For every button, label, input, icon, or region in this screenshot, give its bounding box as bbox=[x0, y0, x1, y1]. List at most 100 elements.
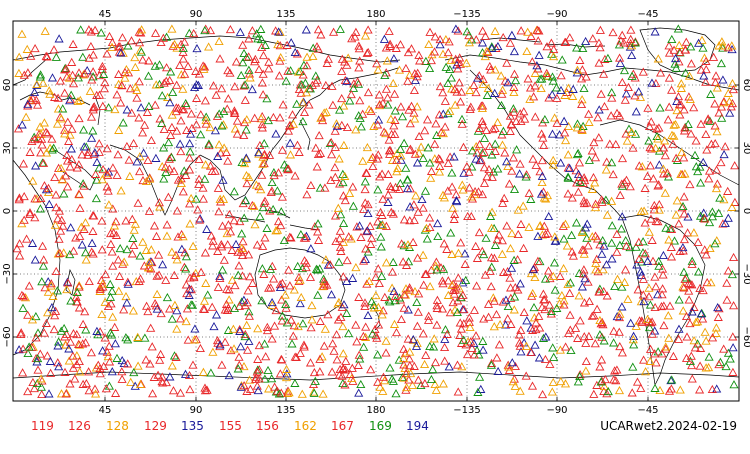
triangle-icon bbox=[107, 247, 117, 256]
triangle-icon bbox=[378, 386, 388, 395]
triangle-icon bbox=[28, 377, 38, 387]
triangle-icon bbox=[169, 166, 179, 175]
triangle-icon bbox=[581, 338, 591, 347]
triangle-icon bbox=[432, 295, 442, 304]
triangle-icon bbox=[479, 133, 490, 142]
triangle-icon bbox=[654, 199, 664, 209]
triangle-icon bbox=[515, 159, 525, 168]
triangle-icon bbox=[230, 108, 240, 118]
triangle-icon bbox=[376, 242, 386, 251]
triangle-icon bbox=[356, 232, 366, 241]
triangle-icon bbox=[257, 123, 267, 132]
triangle-icon bbox=[266, 187, 276, 197]
triangle-icon bbox=[204, 42, 214, 51]
triangle-icon bbox=[433, 218, 443, 228]
triangle-icon bbox=[325, 260, 335, 269]
triangle-icon bbox=[404, 285, 415, 294]
triangle-icon bbox=[271, 226, 281, 235]
triangle-icon bbox=[88, 211, 98, 220]
triangle-icon bbox=[612, 365, 622, 374]
triangle-icon bbox=[456, 238, 466, 247]
triangle-icon bbox=[432, 130, 442, 139]
triangle-icon bbox=[643, 256, 653, 265]
triangle-icon bbox=[728, 343, 738, 352]
triangle-icon bbox=[540, 354, 550, 364]
triangle-icon bbox=[409, 361, 419, 370]
triangle-icon bbox=[627, 71, 637, 80]
triangle-icon bbox=[377, 271, 387, 280]
triangle-icon bbox=[596, 89, 606, 98]
triangle-icon bbox=[545, 300, 555, 309]
triangle-icon bbox=[292, 140, 303, 149]
triangle-icon bbox=[299, 60, 309, 69]
triangle-icon bbox=[479, 249, 489, 259]
triangle-icon bbox=[399, 344, 409, 353]
triangle-icon bbox=[342, 76, 352, 85]
triangle-icon bbox=[50, 311, 60, 320]
triangle-icon bbox=[273, 39, 283, 49]
triangle-icon bbox=[332, 330, 342, 339]
triangle-icon bbox=[259, 269, 269, 278]
triangle-icon bbox=[547, 387, 557, 396]
triangle-icon bbox=[650, 302, 660, 312]
triangle-icon bbox=[687, 374, 697, 383]
triangle-icon bbox=[256, 185, 266, 194]
triangle-icon bbox=[289, 285, 299, 294]
triangle-icon bbox=[42, 351, 52, 360]
triangle-icon bbox=[674, 324, 684, 333]
triangle-icon bbox=[104, 341, 114, 350]
triangle-icon bbox=[679, 267, 689, 276]
triangle-icon bbox=[313, 290, 323, 299]
triangle-icon bbox=[524, 222, 534, 231]
triangle-icon bbox=[56, 389, 67, 398]
triangle-icon bbox=[201, 278, 211, 287]
triangle-icon bbox=[176, 39, 186, 48]
triangle-icon bbox=[311, 71, 321, 80]
triangle-icon bbox=[200, 383, 210, 392]
triangle-icon bbox=[465, 322, 475, 332]
triangle-icon bbox=[189, 335, 200, 344]
triangle-icon bbox=[347, 363, 357, 372]
triangle-icon bbox=[399, 360, 409, 369]
triangle-icon bbox=[619, 65, 630, 75]
triangle-icon bbox=[254, 374, 264, 383]
triangle-icon bbox=[438, 88, 448, 97]
triangle-icon bbox=[479, 314, 489, 323]
triangle-icon bbox=[651, 143, 661, 152]
triangle-icon bbox=[58, 221, 68, 230]
triangle-icon bbox=[114, 286, 124, 295]
triangle-icon bbox=[607, 87, 617, 97]
triangle-icon bbox=[52, 286, 62, 295]
triangle-icon bbox=[206, 231, 216, 240]
triangle-icon bbox=[548, 155, 558, 164]
triangle-icon bbox=[541, 332, 551, 341]
triangle-icon bbox=[645, 161, 655, 170]
triangle-icon bbox=[229, 344, 239, 353]
triangle-icon bbox=[723, 186, 733, 195]
triangle-icon bbox=[591, 199, 601, 208]
triangle-icon bbox=[698, 314, 708, 323]
triangle-icon bbox=[573, 169, 584, 178]
triangle-icon bbox=[530, 112, 540, 121]
triangle-icon bbox=[39, 181, 50, 190]
triangle-icon bbox=[253, 34, 263, 43]
triangle-icon bbox=[664, 41, 674, 50]
triangle-icon bbox=[590, 178, 600, 187]
triangle-icon bbox=[674, 99, 685, 109]
triangle-icon bbox=[719, 149, 729, 159]
triangle-icon bbox=[111, 217, 121, 226]
triangle-icon bbox=[236, 70, 246, 80]
triangle-icon bbox=[725, 108, 735, 117]
triangle-icon bbox=[533, 256, 543, 265]
triangle-icon bbox=[98, 279, 108, 288]
triangle-icon bbox=[640, 218, 650, 227]
triangle-icon bbox=[385, 145, 395, 155]
triangle-icon bbox=[693, 339, 703, 348]
triangle-icon bbox=[567, 230, 577, 239]
triangle-icon bbox=[227, 275, 237, 284]
triangle-icon bbox=[680, 274, 690, 283]
triangle-icon bbox=[173, 175, 183, 184]
triangle-icon bbox=[587, 184, 597, 193]
triangle-icon bbox=[550, 113, 560, 122]
triangle-icon bbox=[185, 138, 195, 148]
